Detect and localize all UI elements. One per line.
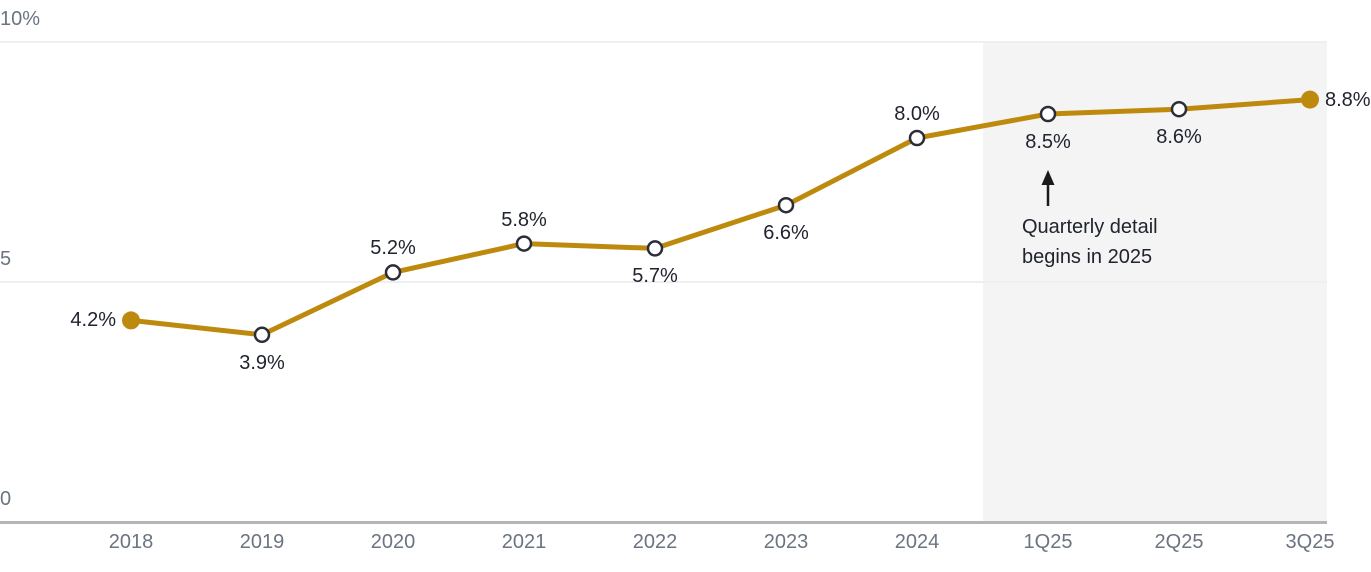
data-point-label: 5.2% bbox=[370, 237, 416, 260]
data-point-label: 5.8% bbox=[501, 208, 547, 231]
x-axis-tick-label: 2024 bbox=[894, 531, 940, 553]
gridline-5 bbox=[0, 281, 1327, 283]
gridline-10 bbox=[0, 41, 1327, 43]
y-axis-tick-label: 0 bbox=[0, 488, 12, 510]
x-axis-tick-label: 1Q25 bbox=[1023, 531, 1073, 553]
series-line bbox=[128, 97, 1313, 338]
x-axis-line bbox=[0, 521, 1327, 524]
x-axis-tick-label: 2022 bbox=[632, 531, 678, 553]
x-axis-tick-label: 2020 bbox=[370, 531, 416, 553]
data-point-label: 8.0% bbox=[894, 103, 940, 125]
annotation-line-1: Quarterly detail bbox=[1022, 216, 1158, 238]
x-axis-tick-label: 2Q25 bbox=[1154, 531, 1204, 553]
data-point-marker bbox=[1301, 90, 1319, 109]
data-point-marker bbox=[253, 326, 271, 344]
data-point-marker bbox=[122, 311, 140, 330]
annotation: Quarterly detail begins in 2025 bbox=[1022, 212, 1158, 272]
data-point-label: 8.8% bbox=[1325, 88, 1371, 111]
data-point-label: 5.7% bbox=[632, 265, 678, 288]
x-axis-tick-label: 2018 bbox=[108, 531, 154, 553]
data-point-marker bbox=[384, 264, 402, 281]
y-axis-tick-label: 5 bbox=[0, 248, 12, 270]
data-point-marker bbox=[908, 129, 926, 147]
annotation-line-2: begins in 2025 bbox=[1022, 246, 1153, 268]
data-point-label: 6.6% bbox=[763, 222, 809, 245]
y-axis-tick-label: 10% bbox=[0, 8, 41, 30]
data-point-label: 3.9% bbox=[239, 351, 285, 374]
x-axis-tick-label: 2019 bbox=[239, 531, 285, 553]
x-axis-tick-label: 3Q25 bbox=[1285, 531, 1335, 553]
data-point-marker bbox=[646, 240, 664, 257]
x-axis-tick-label: 2023 bbox=[763, 531, 809, 553]
data-point-marker bbox=[515, 235, 533, 252]
data-point-marker bbox=[1039, 105, 1057, 123]
data-point-label: 8.5% bbox=[1025, 131, 1071, 153]
data-point-marker bbox=[1170, 100, 1188, 118]
data-point-label: 8.6% bbox=[1156, 126, 1202, 149]
data-point-label: 4.2% bbox=[70, 309, 116, 332]
shaded-quarterly-region bbox=[982, 43, 1327, 523]
data-point-marker bbox=[777, 196, 795, 214]
arrow-up-icon bbox=[1041, 170, 1055, 206]
x-axis-tick-label: 2021 bbox=[501, 531, 547, 553]
